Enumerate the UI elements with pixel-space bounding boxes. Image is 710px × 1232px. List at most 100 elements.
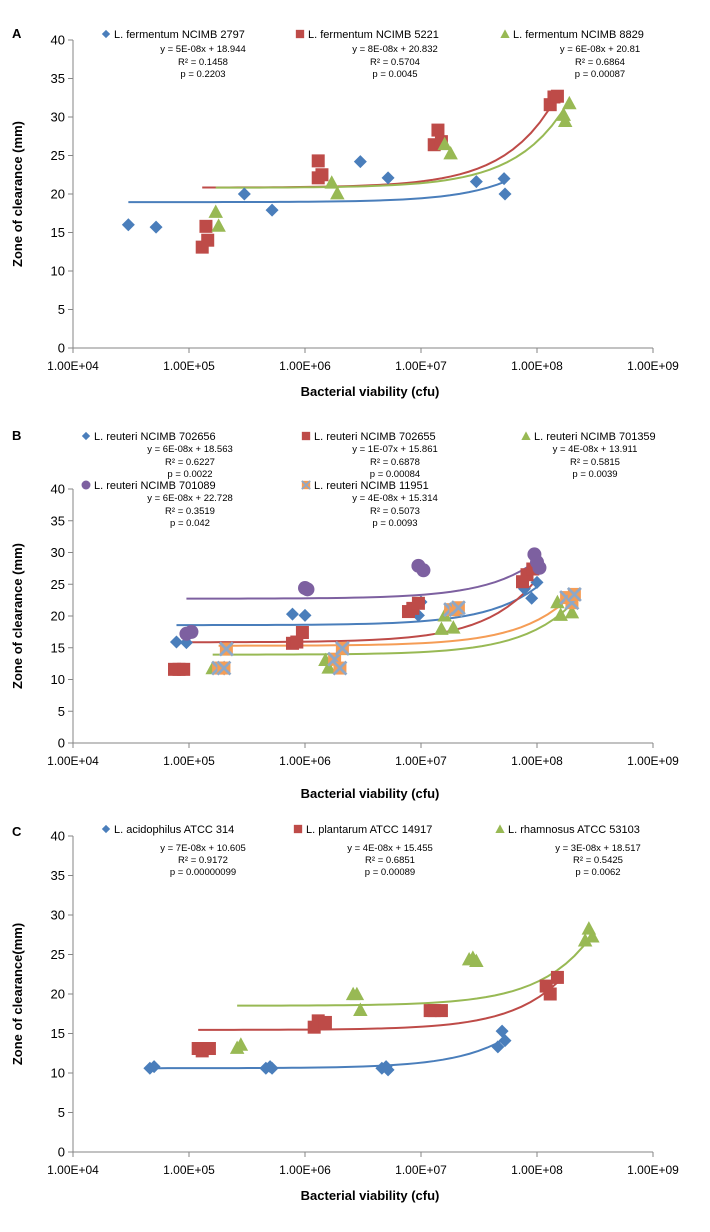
trendline-4 (186, 557, 541, 600)
x-tick-label: 1.00E+07 (395, 1163, 447, 1177)
y-tick-label: 15 (51, 1026, 65, 1041)
data-point (446, 620, 461, 634)
trend-p-value: p = 0.00089 (365, 867, 415, 878)
trendline-3 (212, 603, 573, 656)
data-point (585, 929, 600, 943)
y-tick-label: 35 (51, 513, 65, 528)
data-point (318, 1015, 332, 1029)
legend-label: L. acidophilus ATCC 314 (114, 824, 234, 836)
series-5-points (211, 586, 582, 676)
y-tick-label: 0 (58, 736, 65, 751)
y-tick-label: 0 (58, 341, 65, 356)
trend-p-value: p = 0.00087 (575, 69, 625, 80)
y-tick-label: 5 (58, 704, 65, 719)
data-point (349, 986, 365, 1001)
legend-label: L. rhamnosus ATCC 53103 (508, 824, 640, 836)
x-tick-label: 1.00E+04 (47, 359, 99, 373)
trend-equation: y = 6E-08x + 18.563 (147, 444, 233, 455)
y-tick-label: 10 (51, 672, 65, 687)
y-tick-label: 10 (51, 1066, 65, 1081)
x-axis-title: Bacterial viability (cfu) (301, 786, 440, 801)
data-point (437, 136, 452, 151)
data-point (121, 218, 135, 232)
trend-r-squared: R² = 0.3519 (165, 506, 215, 517)
data-point (450, 600, 466, 616)
data-point-cross (566, 586, 582, 602)
y-tick-label: 15 (51, 225, 65, 240)
y-tick-label: 35 (51, 71, 65, 86)
trend-equation: y = 4E-08x + 13.911 (553, 444, 638, 455)
y-tick-label: 25 (51, 148, 65, 163)
legend-marker (81, 431, 91, 441)
data-point (295, 626, 309, 640)
y-tick-label: 20 (51, 609, 65, 624)
trendline-1 (149, 1038, 506, 1070)
trend-r-squared: R² = 0.5704 (370, 57, 420, 68)
legend-label: L. fermentum NCIMB 2797 (114, 29, 245, 41)
trend-r-squared: R² = 0.9172 (178, 855, 228, 866)
trendline-5 (218, 591, 576, 647)
data-point (184, 624, 199, 639)
x-tick-label: 1.00E+05 (163, 1163, 215, 1177)
panel-label: A (12, 26, 22, 41)
series-2-points (191, 970, 564, 1058)
data-point (208, 204, 223, 218)
data-point (553, 607, 568, 621)
data-point (469, 953, 484, 967)
y-tick-label: 35 (51, 868, 65, 883)
data-point (334, 640, 350, 656)
trend-p-value: p = 0.0039 (572, 469, 617, 480)
y-axis-title: Zone of clearance (mm) (10, 121, 25, 267)
data-point (525, 591, 539, 605)
y-tick-label: 10 (51, 264, 65, 279)
legend-label: L. reuteri NCIMB 11951 (314, 480, 429, 492)
data-point (381, 171, 395, 185)
data-point (443, 145, 458, 160)
x-tick-label: 1.00E+05 (163, 359, 215, 373)
legend-marker (295, 29, 305, 39)
data-point (434, 1004, 448, 1018)
legend-entry-2: L. plantarum ATCC 14917 y = 4E-08x + 15.4… (293, 824, 433, 878)
data-point (498, 187, 512, 201)
data-point (265, 203, 279, 217)
x-tick-label: 1.00E+09 (627, 359, 679, 373)
data-point (218, 641, 234, 657)
legend-marker (495, 824, 505, 833)
series-3-points (229, 921, 600, 1054)
legend-marker-cross (301, 480, 311, 490)
x-tick-label: 1.00E+06 (279, 754, 331, 768)
data-point (564, 604, 580, 619)
y-tick-label: 40 (51, 33, 65, 48)
legend-marker (500, 29, 510, 38)
data-point (233, 1037, 249, 1051)
data-point (431, 123, 445, 137)
y-tick-label: 30 (51, 908, 65, 923)
data-point (199, 219, 213, 233)
y-tick-label: 5 (58, 302, 65, 317)
trend-r-squared: R² = 0.6851 (365, 855, 415, 866)
trend-equation: y = 3E-08x + 18.517 (555, 843, 641, 854)
y-tick-label: 20 (51, 987, 65, 1002)
data-point (495, 1024, 509, 1038)
trend-equation: y = 7E-08x + 10.605 (160, 843, 246, 854)
chart-panel-c: C 0 5 10 15 20 25 30 35 40 1.00E+04 1.00E+05 1.00E+0… (10, 824, 679, 1203)
y-tick-label: 40 (51, 482, 65, 497)
trend-equation: y = 5E-08x + 18.944 (160, 44, 246, 55)
legend-label: L. fermentum NCIMB 5221 (308, 29, 439, 41)
trend-r-squared: R² = 0.6864 (575, 57, 625, 68)
trend-r-squared: R² = 0.6878 (370, 457, 420, 468)
trend-p-value: p = 0.00084 (370, 469, 420, 480)
data-point (149, 220, 163, 234)
data-point (177, 662, 191, 676)
data-point (324, 175, 339, 189)
y-tick-label: 25 (51, 577, 65, 592)
trend-equation: y = 6E-08x + 22.728 (147, 493, 233, 504)
data-point (577, 933, 593, 947)
legend-entry-2: L. fermentum NCIMB 5221 y = 8E-08x + 20.8… (295, 29, 439, 80)
data-point (202, 1042, 216, 1056)
y-tick-label: 5 (58, 1105, 65, 1120)
y-tick-label: 0 (58, 1145, 65, 1160)
